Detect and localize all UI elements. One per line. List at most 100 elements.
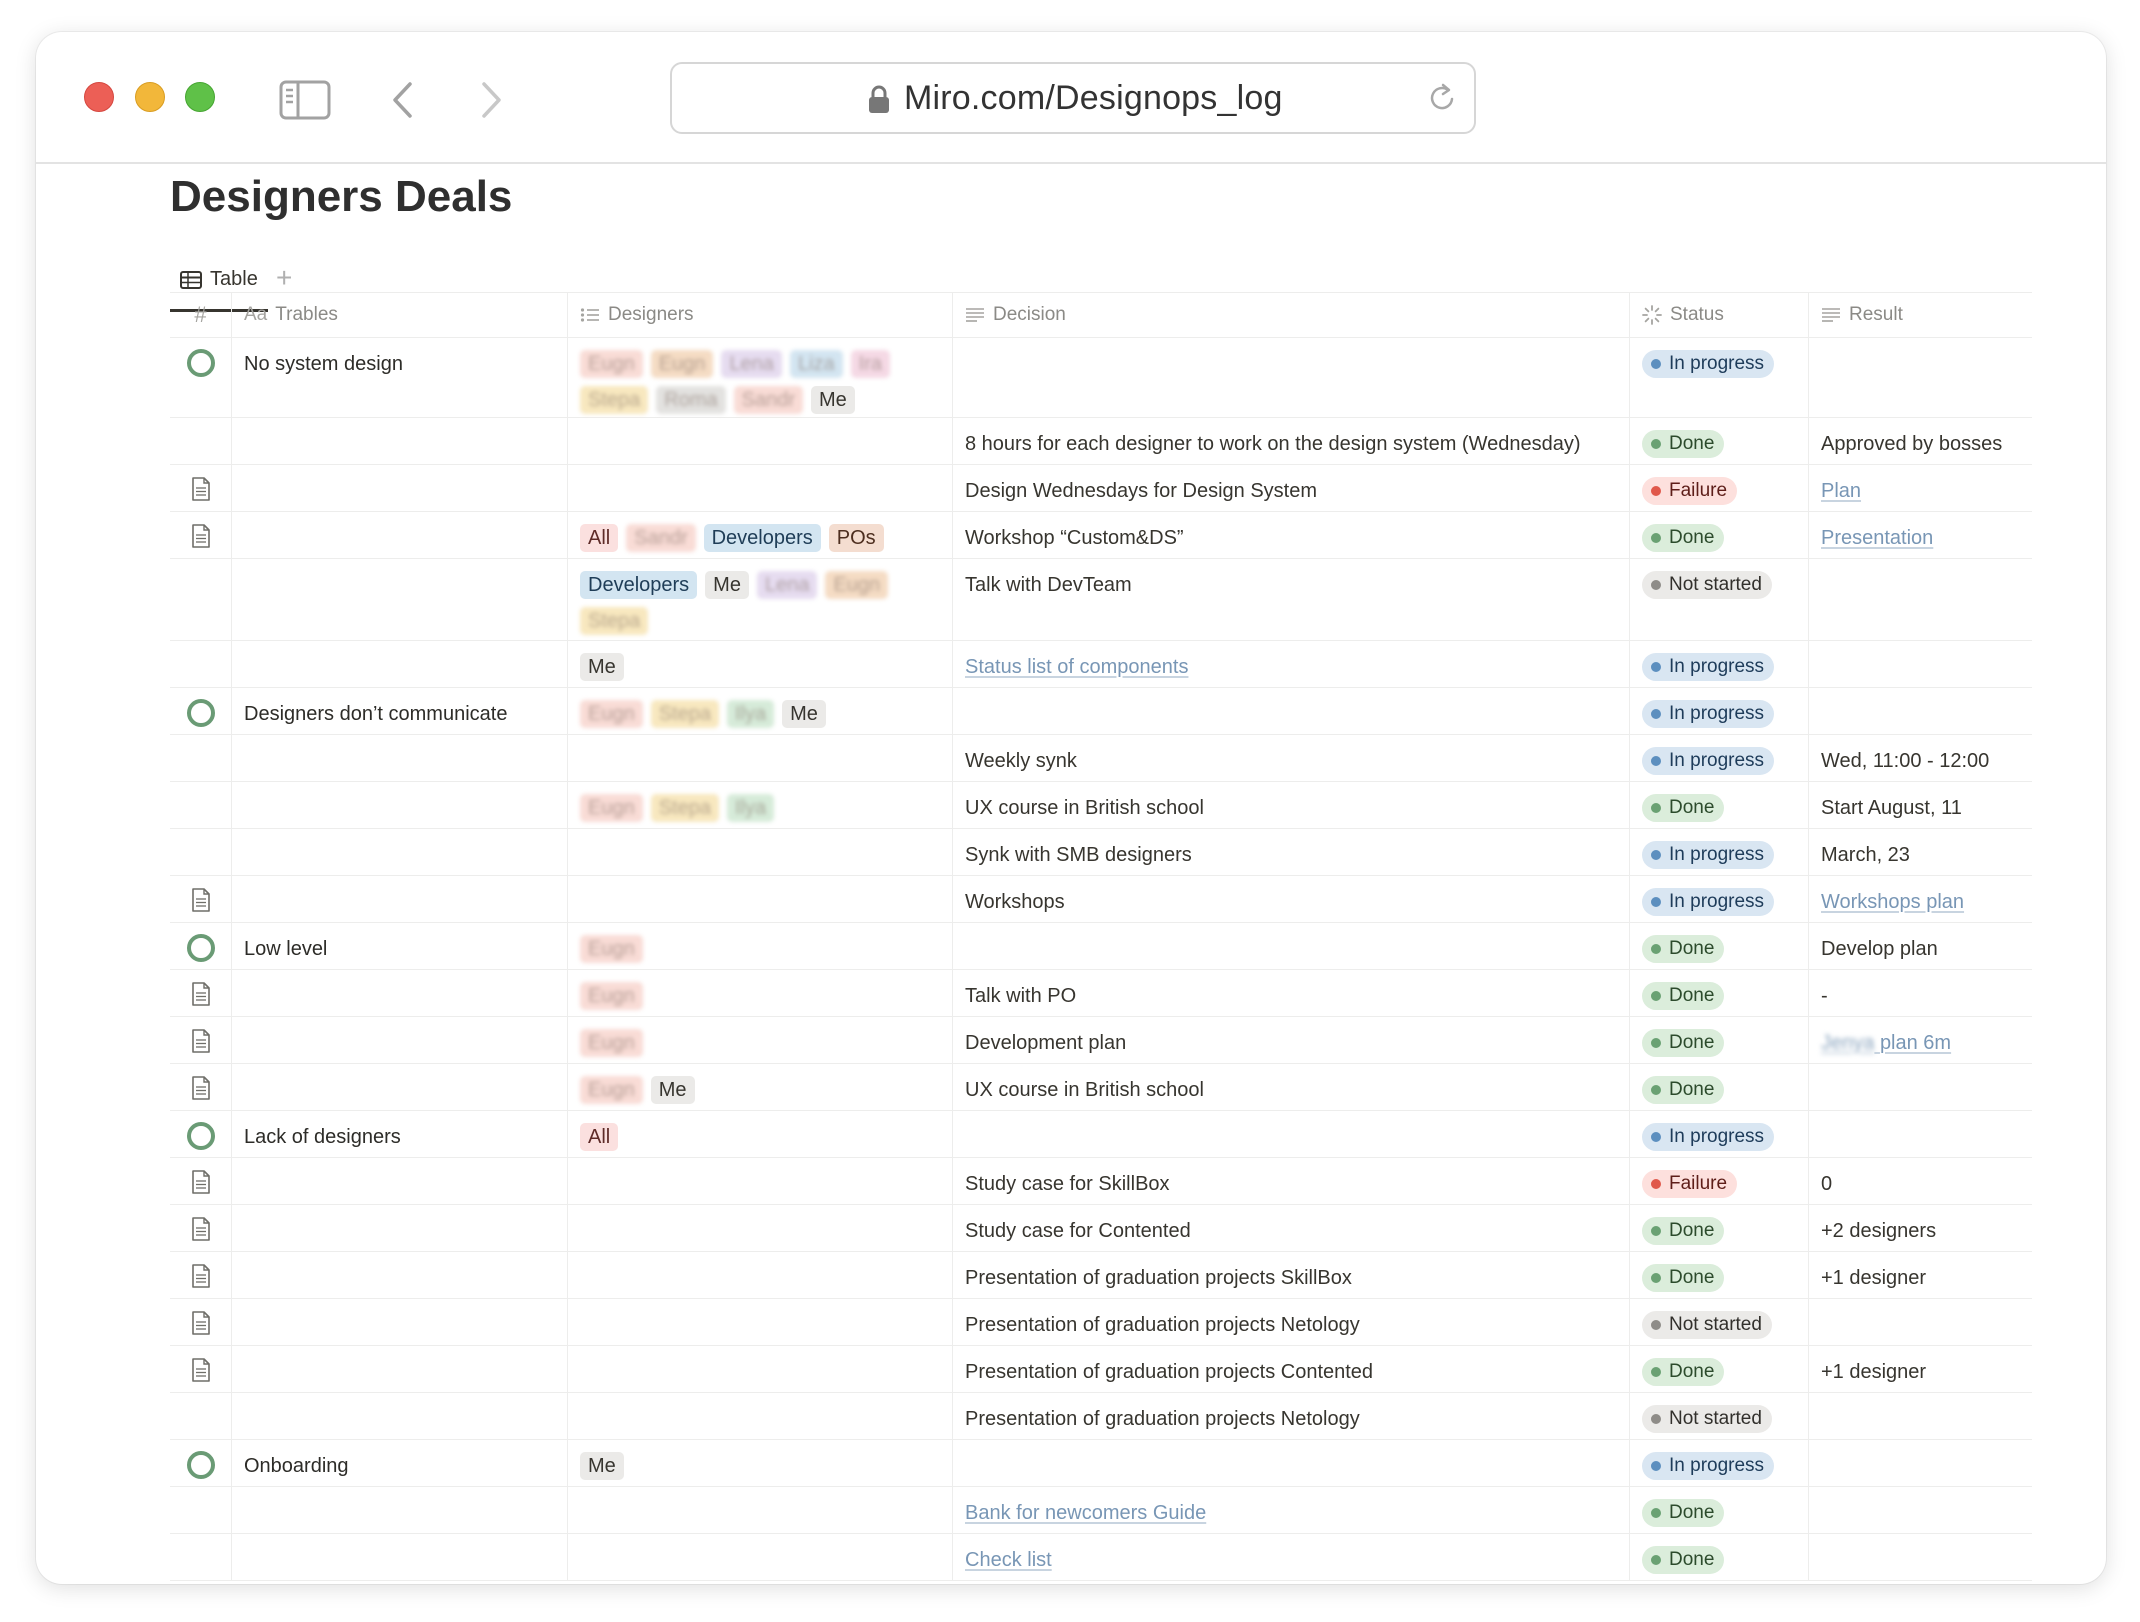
designers-cell[interactable] (568, 1205, 953, 1251)
decision-cell[interactable] (953, 1440, 1630, 1486)
status-badge[interactable]: Not started (1642, 571, 1772, 599)
status-badge[interactable]: Done (1642, 1546, 1725, 1574)
status-cell[interactable]: In progress (1630, 876, 1809, 922)
designer-tag[interactable]: Me (580, 1452, 624, 1480)
trable-title[interactable]: No system design (244, 353, 403, 375)
trable-cell[interactable] (232, 641, 568, 687)
designer-tag[interactable]: Eugn (580, 1076, 643, 1104)
status-cell[interactable]: Not started (1630, 1299, 1809, 1345)
status-badge[interactable]: Done (1642, 1499, 1725, 1527)
table-row[interactable]: Presentation of graduation projects Neto… (170, 1299, 2032, 1346)
decision-link[interactable]: Bank for newcomers Guide (965, 1502, 1207, 1524)
table-row[interactable]: Eugn Development plan Done Jenya plan 6m (170, 1017, 2032, 1064)
trable-cell[interactable]: Low level (232, 923, 568, 969)
decision-cell[interactable]: Presentation of graduation projects Neto… (953, 1393, 1630, 1439)
designer-tag[interactable]: Me (580, 653, 624, 681)
status-badge[interactable]: In progress (1642, 350, 1775, 378)
status-cell[interactable]: Done (1630, 1064, 1809, 1110)
trable-title[interactable]: Low level (244, 938, 328, 960)
status-badge[interactable]: Done (1642, 982, 1725, 1010)
designer-tag[interactable]: Me (811, 386, 855, 414)
trable-cell[interactable] (232, 1534, 568, 1580)
status-cell[interactable]: Not started (1630, 559, 1809, 640)
designers-cell[interactable]: Eugn (568, 1017, 953, 1063)
trable-cell[interactable]: Lack of designers (232, 1111, 568, 1157)
trable-cell[interactable] (232, 512, 568, 558)
decision-cell[interactable]: Talk with DevTeam (953, 559, 1630, 640)
status-badge[interactable]: Done (1642, 430, 1725, 458)
table-row[interactable]: Presentation of graduation projects Cont… (170, 1346, 2032, 1393)
designer-tag[interactable]: Eugn (580, 1029, 643, 1057)
table-row[interactable]: Study case for Contented Done +2 designers (170, 1205, 2032, 1252)
table-row[interactable]: Eugn Talk with PO Done - (170, 970, 2032, 1017)
designer-tag[interactable]: Ilya (726, 700, 775, 728)
table-row[interactable]: Weekly synk In progress Wed, 11:00 - 12:00 (170, 735, 2032, 782)
designers-cell[interactable] (568, 1299, 953, 1345)
status-badge[interactable]: Done (1642, 1264, 1725, 1292)
trable-cell[interactable] (232, 1346, 568, 1392)
trable-title[interactable]: Designers don’t communicate (244, 703, 508, 725)
designer-tag[interactable]: Me (705, 571, 749, 599)
status-cell[interactable]: In progress (1630, 641, 1809, 687)
page-icon[interactable] (191, 982, 211, 1016)
designer-tag[interactable]: Eugn (580, 794, 643, 822)
designer-tag[interactable]: Sandr (626, 524, 696, 552)
table-row[interactable]: Check list Done (170, 1534, 2032, 1581)
status-badge[interactable]: Not started (1642, 1405, 1772, 1433)
designer-tag[interactable]: Stepa (580, 386, 649, 414)
maximize-window-button[interactable] (185, 82, 215, 112)
designers-cell[interactable] (568, 418, 953, 464)
status-badge[interactable]: Done (1642, 1358, 1725, 1386)
sidebar-toggle-icon[interactable] (279, 80, 331, 125)
result-cell[interactable] (1809, 641, 2032, 687)
tab-table-view[interactable]: Table (170, 250, 268, 312)
status-badge[interactable]: In progress (1642, 747, 1775, 775)
table-row[interactable]: Design Wednesdays for Design System Failu… (170, 465, 2032, 512)
status-cell[interactable]: Done (1630, 923, 1809, 969)
result-cell[interactable]: Start August, 11 (1809, 782, 2032, 828)
table-row[interactable]: Low level Eugn Done Develop plan (170, 923, 2032, 970)
designers-cell[interactable] (568, 876, 953, 922)
trable-cell[interactable]: No system design (232, 338, 568, 417)
decision-cell[interactable]: Workshop “Custom&DS” (953, 512, 1630, 558)
page-icon[interactable] (191, 1217, 211, 1251)
decision-cell[interactable]: Presentation of graduation projects Cont… (953, 1346, 1630, 1392)
add-view-button[interactable]: + (276, 262, 293, 293)
status-cell[interactable]: In progress (1630, 829, 1809, 875)
trable-title[interactable]: Lack of designers (244, 1126, 401, 1148)
trable-title[interactable]: Onboarding (244, 1455, 349, 1477)
result-cell[interactable]: March, 23 (1809, 829, 2032, 875)
trable-cell[interactable] (232, 829, 568, 875)
decision-link[interactable]: Check list (965, 1549, 1052, 1571)
status-badge[interactable]: Done (1642, 1076, 1725, 1104)
status-cell[interactable]: Done (1630, 782, 1809, 828)
decision-cell[interactable]: Synk with SMB designers (953, 829, 1630, 875)
designer-tag[interactable]: Me (782, 700, 826, 728)
decision-cell[interactable]: UX course in British school (953, 1064, 1630, 1110)
designer-tag[interactable]: Developers (580, 571, 698, 599)
page-icon[interactable] (191, 1358, 211, 1392)
header-trables[interactable]: Aa Trables (232, 293, 568, 337)
trable-cell[interactable]: Onboarding (232, 1440, 568, 1486)
designers-cell[interactable]: Eugn Stepa Ilya Me (568, 688, 953, 734)
designer-tag[interactable]: Me (650, 1076, 695, 1104)
result-cell[interactable]: - (1809, 970, 2032, 1016)
decision-cell[interactable]: Design Wednesdays for Design System (953, 465, 1630, 511)
trable-cell[interactable] (232, 782, 568, 828)
result-cell[interactable]: Jenya plan 6m (1809, 1017, 2032, 1063)
status-badge[interactable]: In progress (1642, 888, 1775, 916)
table-row[interactable]: Developers Me Lena Eugn Stepa Talk with DevTe… (170, 559, 2032, 641)
status-cell[interactable]: Failure (1630, 1158, 1809, 1204)
table-row[interactable]: Onboarding Me In progress (170, 1440, 2032, 1487)
result-cell[interactable] (1809, 1299, 2032, 1345)
designers-cell[interactable]: Eugn Stepa Ilya (568, 782, 953, 828)
table-row[interactable]: Synk with SMB designers In progress March,… (170, 829, 2032, 876)
status-cell[interactable]: Done (1630, 512, 1809, 558)
trable-cell[interactable] (232, 1064, 568, 1110)
designers-cell[interactable]: Developers Me Lena Eugn Stepa (568, 559, 953, 640)
designers-cell[interactable] (568, 1534, 953, 1580)
status-badge[interactable]: Done (1642, 1217, 1725, 1245)
status-cell[interactable]: Done (1630, 1017, 1809, 1063)
decision-cell[interactable] (953, 923, 1630, 969)
status-badge[interactable]: Failure (1642, 477, 1738, 505)
